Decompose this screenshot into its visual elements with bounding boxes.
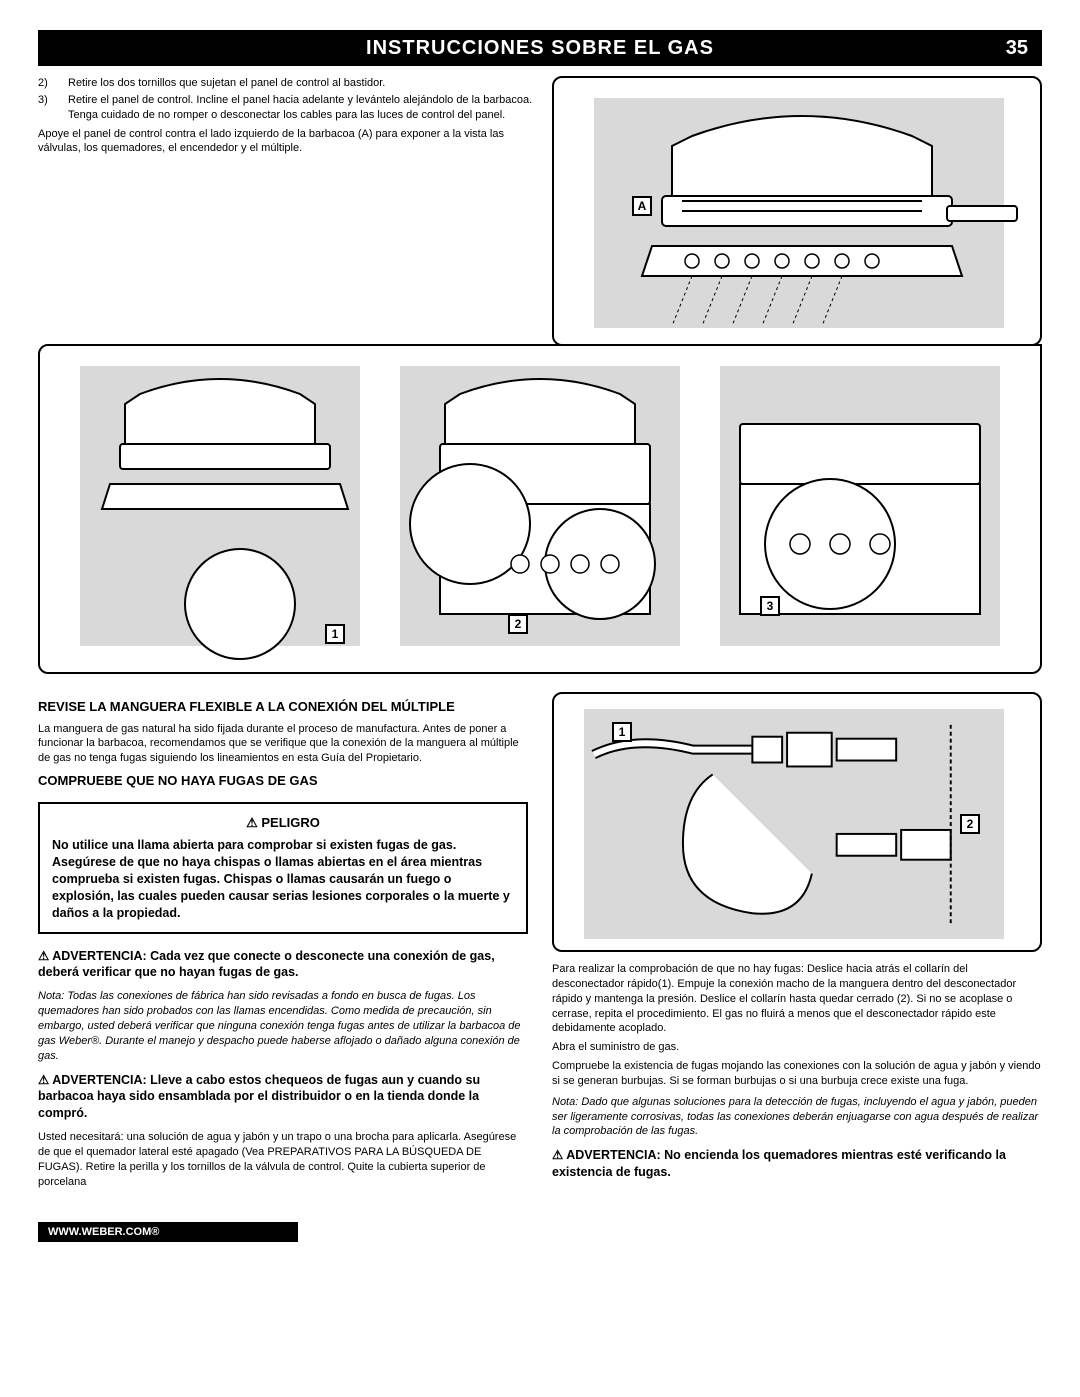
r-p2: Abra el suministro de gas. bbox=[552, 1040, 1042, 1055]
step-num: 3) bbox=[38, 93, 68, 123]
callout-h2: 2 bbox=[960, 814, 980, 834]
step-2: 2) Retire los dos tornillos que sujetan … bbox=[38, 76, 534, 91]
p-need: Usted necesitará: una solución de agua y… bbox=[38, 1130, 528, 1189]
callout-3: 3 bbox=[760, 596, 780, 616]
header-bar: INSTRUCCIONES SOBRE EL GAS 35 bbox=[38, 30, 1042, 66]
wide-illustration bbox=[40, 344, 1040, 674]
top-row: 2) Retire los dos tornillos que sujetan … bbox=[38, 76, 1042, 346]
r-note: Nota: Dado que algunas soluciones para l… bbox=[552, 1095, 1042, 1140]
page-title: INSTRUCCIONES SOBRE EL GAS bbox=[366, 37, 714, 60]
figure-hose: 1 2 bbox=[552, 692, 1042, 952]
r-warn: ⚠ ADVERTENCIA: No encienda los quemadore… bbox=[552, 1147, 1042, 1181]
callout-1: 1 bbox=[325, 624, 345, 644]
danger-box: ⚠ PELIGRO No utilice una llama abierta p… bbox=[38, 802, 528, 934]
danger-title: ⚠ PELIGRO bbox=[52, 814, 514, 832]
warn-2: ⚠ ADVERTENCIA: Lleve a cabo estos cheque… bbox=[38, 1072, 528, 1123]
h-revise: REVISE LA MANGUERA FLEXIBLE A LA CONEXIÓ… bbox=[38, 698, 528, 716]
callout-a: A bbox=[632, 196, 652, 216]
h-compruebe: COMPRUEBE QUE NO HAYA FUGAS DE GAS bbox=[38, 772, 528, 790]
step-text: Retire los dos tornillos que sujetan el … bbox=[68, 76, 385, 91]
danger-body: No utilice una llama abierta para compro… bbox=[52, 837, 514, 921]
warn-1: ⚠ ADVERTENCIA: Cada vez que conecte o de… bbox=[38, 948, 528, 982]
step-3: 3) Retire el panel de control. Incline e… bbox=[38, 93, 534, 123]
footer-bar: WWW.WEBER.COM® bbox=[38, 1222, 298, 1242]
p-revise: La manguera de gas natural ha sido fijad… bbox=[38, 722, 528, 767]
callout-h1: 1 bbox=[612, 722, 632, 742]
support-text: Apoye el panel de control contra el lado… bbox=[38, 127, 534, 157]
figure-a: A bbox=[552, 76, 1042, 346]
note-1: Nota: Todas las conexiones de fábrica ha… bbox=[38, 989, 528, 1063]
r-p1: Para realizar la comprobación de que no … bbox=[552, 962, 1042, 1036]
figure-wide: 1 2 3 bbox=[38, 344, 1042, 674]
page-number: 35 bbox=[1006, 37, 1028, 60]
right-column: 1 2 Para realizar la comprobación de que… bbox=[552, 692, 1042, 1194]
two-col: REVISE LA MANGUERA FLEXIBLE A LA CONEXIÓ… bbox=[38, 692, 1042, 1194]
grill-illustration bbox=[552, 76, 1042, 346]
top-instructions: 2) Retire los dos tornillos que sujetan … bbox=[38, 76, 542, 346]
step-text: Retire el panel de control. Incline el p… bbox=[68, 93, 534, 123]
step-num: 2) bbox=[38, 76, 68, 91]
callout-2: 2 bbox=[508, 614, 528, 634]
r-p3: Compruebe la existencia de fugas mojando… bbox=[552, 1059, 1042, 1089]
left-column: REVISE LA MANGUERA FLEXIBLE A LA CONEXIÓ… bbox=[38, 692, 528, 1194]
